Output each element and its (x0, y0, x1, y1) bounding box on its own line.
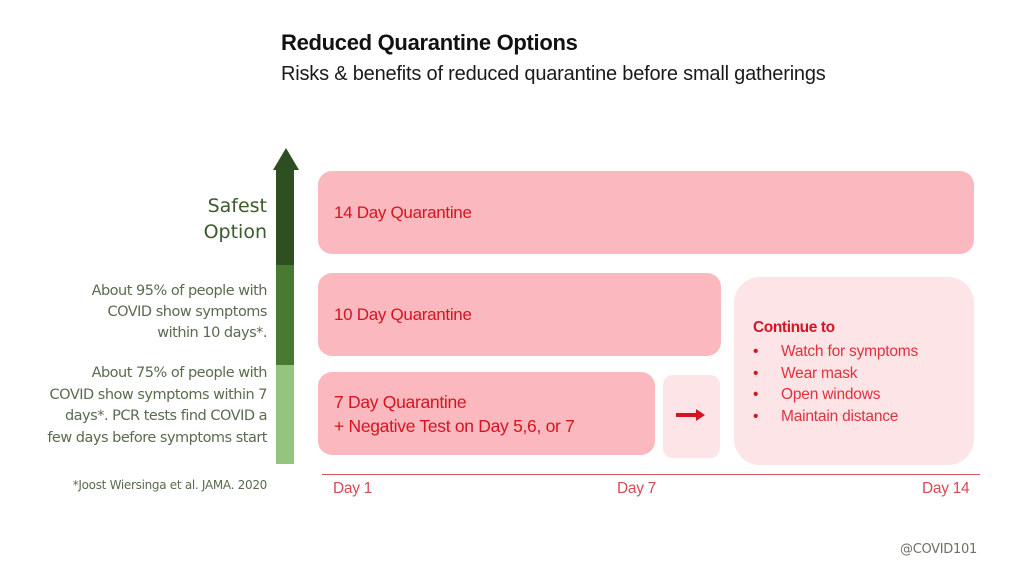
bullet-icon: • (753, 364, 759, 382)
right-arrow-tip (696, 409, 705, 421)
note-75-line: About 75% of people with (91, 365, 268, 381)
note-95-percent: About 95% of people with COVID show symp… (91, 281, 268, 344)
option-14-day: 14 Day Quarantine (318, 171, 974, 254)
option-7-day-line1: 7 Day Quarantine (334, 392, 467, 412)
note-95-line: within 10 days*. (157, 325, 267, 341)
bullet-icon: • (753, 343, 759, 360)
continue-box: Continue to • Watch for symptoms • Wear ma… (734, 277, 974, 465)
safety-segment-light (276, 365, 294, 464)
safest-label-line1: Safest (207, 195, 267, 217)
bullet-icon: • (753, 407, 759, 425)
page-subtitle: Risks & benefits of reduced quarantine b… (281, 63, 826, 85)
option-14-day-label: 14 Day Quarantine (334, 203, 472, 222)
list-item: • Maintain distance (753, 406, 918, 428)
author-handle: @COVID101 (900, 542, 977, 557)
bullet-icon: • (753, 386, 759, 403)
up-arrow-icon (273, 148, 299, 170)
safety-segment-dark (276, 169, 294, 265)
safest-option-label: Safest Option (204, 193, 267, 245)
citation: *Joost Wiersinga et al. JAMA. 2020 (72, 478, 268, 492)
page-title: Reduced Quarantine Options (281, 30, 578, 55)
note-75-percent: About 75% of people with COVID show symp… (47, 363, 267, 449)
right-arrow-shaft (676, 413, 698, 417)
note-75-line: days*. PCR tests find COVID a (64, 408, 268, 424)
timeline-tick-day1: Day 1 (333, 480, 372, 497)
option-10-day: 10 Day Quarantine (318, 273, 721, 356)
option-7-day-label: 7 Day Quarantine + Negative Test on Day … (334, 390, 575, 438)
list-item-text: Open windows (781, 386, 881, 403)
timeline-axis (322, 474, 980, 475)
list-item-text: Wear mask (781, 364, 858, 382)
note-95-line: COVID show symptoms (107, 304, 267, 320)
safest-label-line2: Option (203, 221, 267, 243)
list-item: • Wear mask (753, 363, 918, 385)
option-10-day-label: 10 Day Quarantine (334, 305, 472, 324)
list-item: • Watch for symptoms (753, 341, 918, 363)
transition-box (663, 375, 720, 458)
continue-heading: Continue to (753, 319, 835, 336)
safety-segment-medium (276, 265, 294, 365)
list-item: • Open windows (753, 384, 918, 406)
list-item-text: Maintain distance (781, 407, 899, 425)
note-95-line: About 95% of people with (91, 283, 268, 299)
option-7-day-line2: + Negative Test on Day 5,6, or 7 (334, 416, 575, 436)
option-7-day-test: 7 Day Quarantine + Negative Test on Day … (318, 372, 655, 455)
timeline-tick-day14: Day 14 (922, 480, 970, 497)
list-item-text: Watch for symptoms (781, 343, 919, 360)
note-75-line: COVID show symptoms within 7 (49, 386, 268, 403)
continue-list: • Watch for symptoms • Wear mask • Open win… (753, 341, 918, 427)
timeline-tick-day7: Day 7 (617, 480, 656, 497)
note-75-line: few days before symptoms start (47, 429, 267, 446)
